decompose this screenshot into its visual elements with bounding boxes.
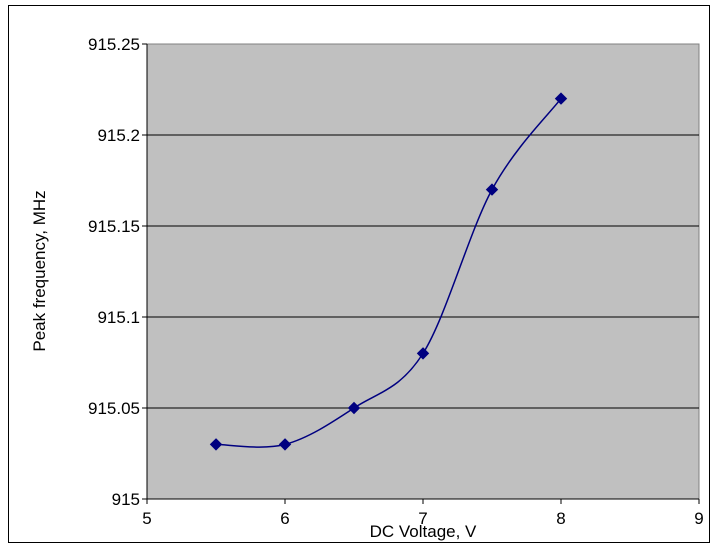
plot-area	[146, 43, 700, 500]
y-axis-title: Peak frequency, MHz	[30, 190, 49, 351]
y-tick-label-2: 915.1	[97, 308, 140, 327]
data-point-4	[485, 183, 499, 196]
x-tick-label-4: 9	[694, 509, 703, 528]
data-point-0	[209, 438, 223, 451]
series-layer	[209, 92, 568, 451]
x-tick-label-0: 5	[142, 509, 151, 528]
y-tick-labels: 915 915.05 915.1 915.15 915.2 915.25	[88, 35, 140, 509]
y-tick-label-5: 915.25	[88, 35, 140, 54]
y-tick-label-0: 915	[112, 490, 140, 509]
axes	[142, 43, 700, 504]
x-tick-labels: 5 6 7 8 9	[142, 509, 703, 528]
data-point-1	[278, 438, 292, 451]
y-tick-label-1: 915.05	[88, 399, 140, 418]
x-axis-title: DC Voltage, V	[370, 522, 477, 541]
data-point-3	[416, 347, 430, 360]
x-tick-label-1: 6	[280, 509, 289, 528]
y-tick-label-4: 915.2	[97, 126, 140, 145]
y-tick-label-3: 915.15	[88, 217, 140, 236]
x-tick-label-3: 8	[556, 509, 565, 528]
data-point-5	[554, 92, 568, 105]
x-tick-label-2: 7	[418, 509, 427, 528]
grid-lines	[147, 134, 699, 409]
data-point-2	[347, 401, 361, 415]
